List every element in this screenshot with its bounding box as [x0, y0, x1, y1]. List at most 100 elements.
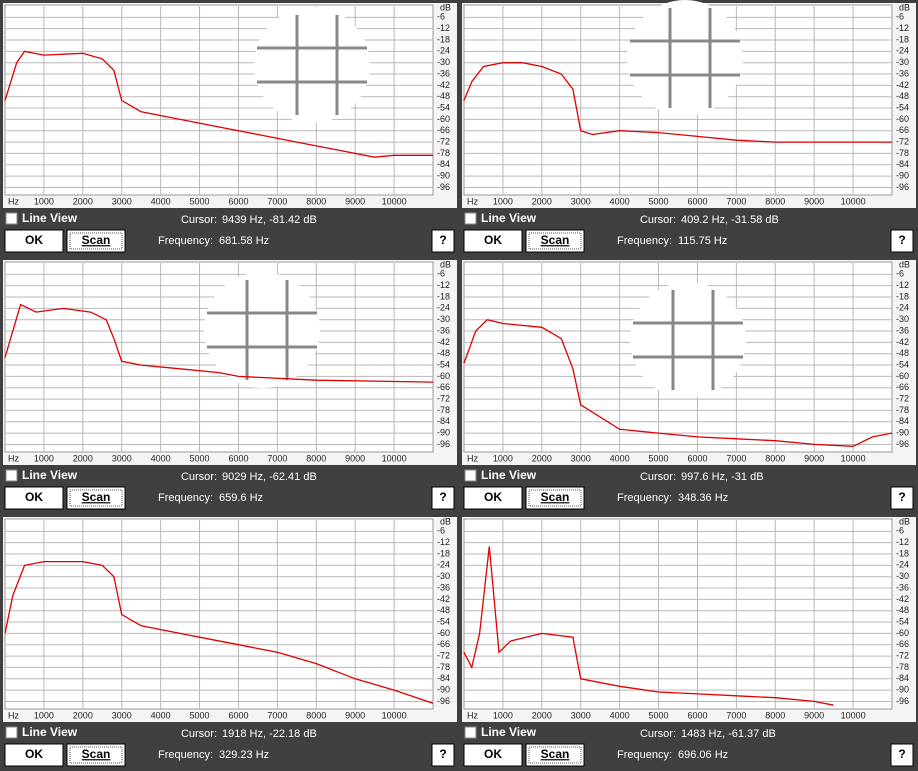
- x-tick-label: 5000: [649, 196, 669, 206]
- scan-button-focus: [528, 489, 582, 507]
- spectrum-line: [4, 560, 434, 704]
- x-tick-label: 10000: [841, 710, 866, 720]
- help-button[interactable]: [890, 229, 914, 253]
- y-tick-label: -84: [437, 416, 450, 426]
- x-tick-label: 6000: [687, 710, 707, 720]
- line-view-checkbox[interactable]: [5, 212, 18, 225]
- y-tick-label: -36: [896, 68, 909, 78]
- help-button[interactable]: [431, 743, 455, 767]
- scan-button-label[interactable]: Scan: [82, 233, 111, 247]
- ok-button[interactable]: [463, 486, 523, 510]
- y-axis-label: dB: [899, 2, 910, 12]
- y-tick-label: -30: [896, 571, 909, 581]
- ok-button[interactable]: [463, 743, 523, 767]
- scan-button[interactable]: [525, 743, 585, 767]
- help-button-label[interactable]: ?: [898, 490, 905, 504]
- line-view-label[interactable]: Line View: [481, 211, 537, 225]
- line-view-label[interactable]: Line View: [481, 725, 537, 739]
- y-tick-label: -12: [896, 537, 909, 547]
- scan-button-label[interactable]: Scan: [541, 490, 570, 504]
- y-tick-label: -84: [896, 159, 909, 169]
- x-tick-label: 7000: [267, 453, 287, 463]
- help-button-label[interactable]: ?: [898, 747, 905, 761]
- y-tick-label: -30: [437, 314, 450, 324]
- cursor-label: Cursor:: [640, 728, 676, 740]
- x-tick-label: 5000: [190, 710, 210, 720]
- y-tick-label: -84: [896, 416, 909, 426]
- x-tick-label: 9000: [345, 196, 365, 206]
- scan-button-label[interactable]: Scan: [82, 490, 111, 504]
- help-button[interactable]: [890, 743, 914, 767]
- spectrum-line: [463, 546, 834, 706]
- ok-button[interactable]: [4, 743, 64, 767]
- y-tick-label: -30: [437, 57, 450, 67]
- help-button[interactable]: [431, 486, 455, 510]
- line-view-label[interactable]: Line View: [481, 468, 537, 482]
- y-tick-label: -42: [437, 594, 450, 604]
- scan-button-focus: [69, 232, 123, 250]
- y-tick-label: -60: [896, 628, 909, 638]
- y-tick-label: -96: [896, 696, 909, 706]
- y-tick-label: -60: [896, 371, 909, 381]
- frequency-label: Frequency:: [158, 492, 213, 504]
- ok-button-label[interactable]: OK: [25, 233, 43, 247]
- y-tick-label: -72: [896, 393, 909, 403]
- scan-button-label[interactable]: Scan: [541, 747, 570, 761]
- line-view-label[interactable]: Line View: [22, 725, 78, 739]
- scan-button[interactable]: [525, 229, 585, 253]
- magnifier-grid: [257, 15, 367, 115]
- x-tick-label: 2000: [73, 196, 93, 206]
- scan-button[interactable]: [525, 486, 585, 510]
- ok-button-label[interactable]: OK: [484, 490, 502, 504]
- line-view-checkbox[interactable]: [5, 726, 18, 739]
- scan-button[interactable]: [66, 743, 126, 767]
- scan-button-label[interactable]: Scan: [82, 747, 111, 761]
- line-view-label[interactable]: Line View: [22, 468, 78, 482]
- line-view-checkbox[interactable]: [464, 469, 477, 482]
- scan-button-label[interactable]: Scan: [541, 233, 570, 247]
- y-tick-label: -66: [437, 125, 450, 135]
- y-tick-label: -24: [437, 560, 450, 570]
- frequency-label: Frequency:: [617, 749, 672, 761]
- help-button-label[interactable]: ?: [439, 490, 446, 504]
- ok-button[interactable]: [4, 229, 64, 253]
- help-button[interactable]: [431, 229, 455, 253]
- line-view-checkbox[interactable]: [5, 469, 18, 482]
- ok-button[interactable]: [463, 229, 523, 253]
- magnifier-grid: [207, 280, 317, 380]
- ok-button[interactable]: [4, 486, 64, 510]
- plot-area: [4, 518, 434, 710]
- y-tick-label: -6: [896, 12, 904, 22]
- scan-button[interactable]: [66, 486, 126, 510]
- ok-button-label[interactable]: OK: [25, 490, 43, 504]
- x-tick-label: 4000: [610, 710, 630, 720]
- y-tick-label: -72: [437, 393, 450, 403]
- scan-button-focus: [69, 746, 123, 764]
- y-tick-label: -66: [437, 639, 450, 649]
- y-tick-label: -96: [437, 696, 450, 706]
- line-view-checkbox[interactable]: [464, 726, 477, 739]
- y-tick-label: -54: [437, 616, 450, 626]
- y-tick-label: -84: [896, 673, 909, 683]
- cursor-label: Cursor:: [181, 471, 217, 483]
- scan-button[interactable]: [66, 229, 126, 253]
- x-tick-label: 9000: [804, 196, 824, 206]
- x-tick-label: 6000: [687, 196, 707, 206]
- line-view-label[interactable]: Line View: [22, 211, 78, 225]
- ok-button-label[interactable]: OK: [484, 747, 502, 761]
- x-tick-label: 10000: [841, 196, 866, 206]
- x-tick-label: 10000: [841, 453, 866, 463]
- x-tick-label: 2000: [73, 710, 93, 720]
- help-button-label[interactable]: ?: [439, 233, 446, 247]
- help-button-label[interactable]: ?: [439, 747, 446, 761]
- y-tick-label: -6: [437, 269, 445, 279]
- ok-button-label[interactable]: OK: [484, 233, 502, 247]
- line-view-checkbox[interactable]: [464, 212, 477, 225]
- spectrum-line: [463, 318, 893, 447]
- ok-button-label[interactable]: OK: [25, 747, 43, 761]
- help-button[interactable]: [890, 486, 914, 510]
- y-tick-label: -42: [437, 337, 450, 347]
- x-axis-label: Hz: [467, 710, 478, 720]
- help-button-label[interactable]: ?: [898, 233, 905, 247]
